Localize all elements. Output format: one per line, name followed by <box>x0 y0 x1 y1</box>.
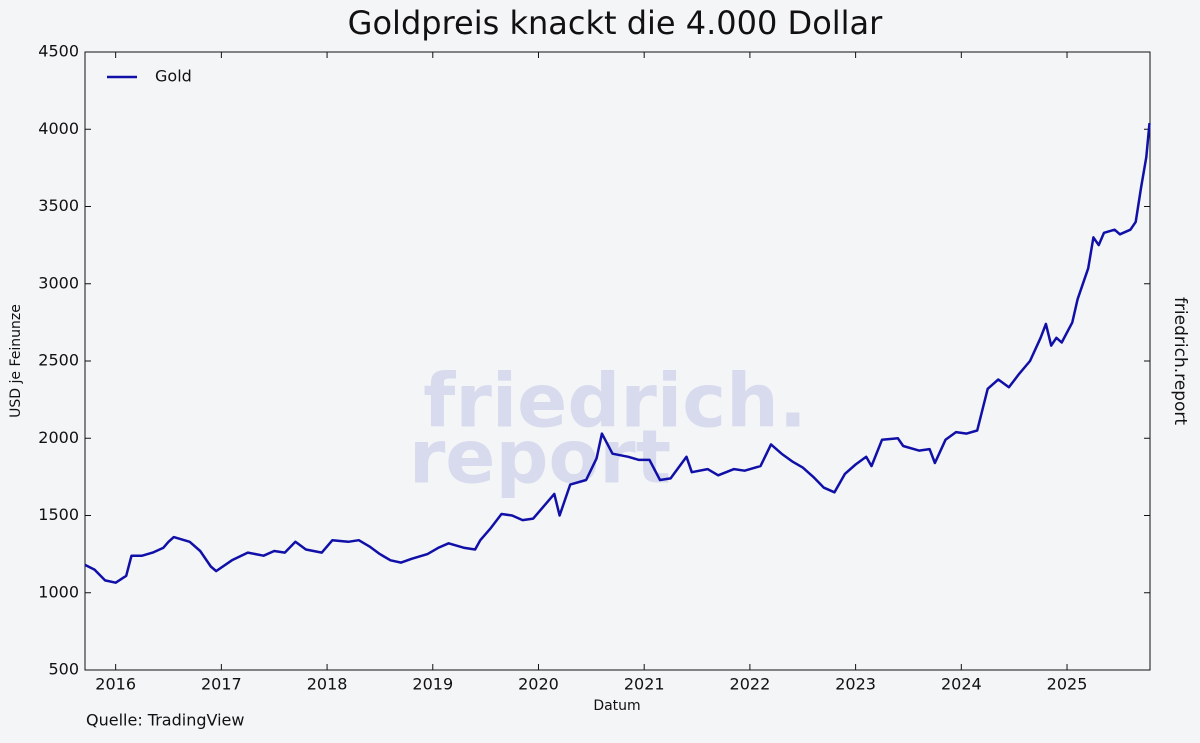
y-tick-label: 3500 <box>38 196 79 215</box>
x-tick-label: 2017 <box>201 675 242 694</box>
watermark: friedrich. <box>423 359 807 445</box>
y-tick-label: 4500 <box>38 42 79 61</box>
y-tick-label: 2500 <box>38 351 79 370</box>
legend-label: Gold <box>155 67 192 86</box>
x-tick-label: 2023 <box>835 675 876 694</box>
y-tick-label: 1000 <box>38 582 79 601</box>
y-tick-label: 1500 <box>38 505 79 524</box>
x-tick-label: 2021 <box>624 675 665 694</box>
y-axis-label: USD je Feinunze <box>8 304 24 418</box>
source: Quelle: TradingView <box>86 711 244 730</box>
side-label: friedrich.report <box>1170 297 1190 425</box>
x-tick-label: 2025 <box>1047 675 1088 694</box>
x-tick-label: 2016 <box>95 675 136 694</box>
chart-title: Goldpreis knackt die 4.000 Dollar <box>348 4 883 42</box>
y-tick-label: 3000 <box>38 273 79 292</box>
x-tick-label: 2019 <box>412 675 453 694</box>
x-tick-label: 2020 <box>518 675 559 694</box>
x-axis-label: Datum <box>593 698 640 714</box>
x-tick-label: 2018 <box>307 675 348 694</box>
x-tick-label: 2024 <box>941 675 982 694</box>
y-tick-label: 4000 <box>38 119 79 138</box>
x-tick-label: 2022 <box>730 675 771 694</box>
line <box>84 122 1151 584</box>
y-tick-label: 2000 <box>38 428 79 447</box>
y-tick-label: 500 <box>48 660 79 679</box>
